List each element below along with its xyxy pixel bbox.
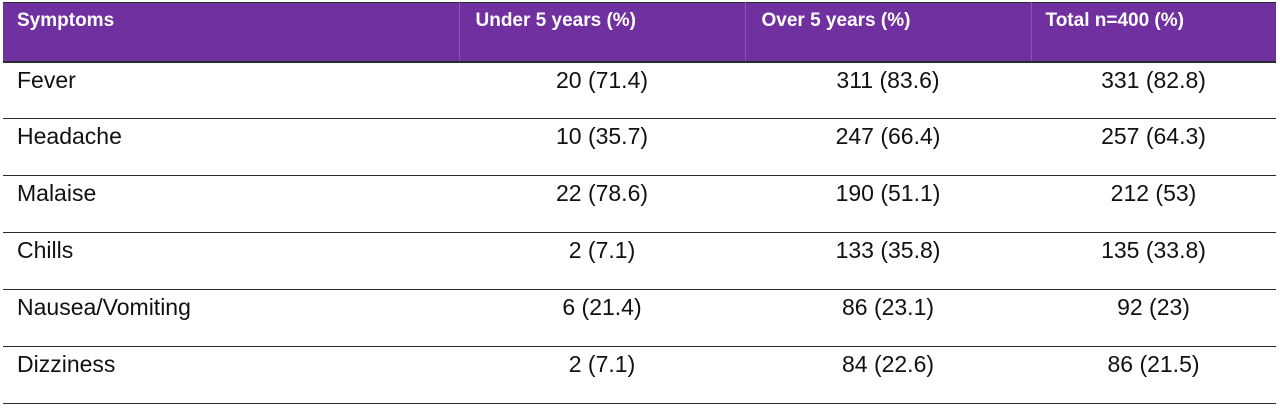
table-header-row: Symptoms Under 5 years (%) Over 5 years … [3,2,1276,63]
table-row: Headache 10 (35.7) 247 (66.4) 257 (64.3) [3,118,1276,176]
over-5-cell: 84 (22.6) [745,346,1031,404]
table-row: Chills 2 (7.1) 133 (35.8) 135 (33.8) [3,232,1276,290]
total-cell: 92 (23) [1031,289,1276,347]
table-row: Malaise 22 (78.6) 190 (51.1) 212 (53) [3,175,1276,233]
symptoms-table: Symptoms Under 5 years (%) Over 5 years … [3,2,1276,404]
symptom-cell: Fever [3,61,459,119]
under-5-cell: 2 (7.1) [459,232,745,290]
table-row: Nausea/Vomiting 6 (21.4) 86 (23.1) 92 (2… [3,289,1276,347]
symptom-cell: Chills [3,232,459,290]
over-5-cell: 190 (51.1) [745,175,1031,233]
total-cell: 212 (53) [1031,175,1276,233]
total-cell: 331 (82.8) [1031,61,1276,119]
total-cell: 86 (21.5) [1031,346,1276,404]
header-symptoms: Symptoms [3,2,460,63]
over-5-cell: 133 (35.8) [745,232,1031,290]
symptom-cell: Malaise [3,175,459,233]
under-5-cell: 6 (21.4) [459,289,745,347]
under-5-cell: 20 (71.4) [459,61,745,119]
over-5-cell: 311 (83.6) [745,61,1031,119]
symptom-cell: Dizziness [3,346,459,404]
total-cell: 257 (64.3) [1031,118,1276,176]
total-cell: 135 (33.8) [1031,232,1276,290]
symptom-cell: Nausea/Vomiting [3,289,459,347]
under-5-cell: 2 (7.1) [459,346,745,404]
symptom-cell: Headache [3,118,459,176]
under-5-cell: 10 (35.7) [459,118,745,176]
over-5-cell: 86 (23.1) [745,289,1031,347]
over-5-cell: 247 (66.4) [745,118,1031,176]
header-over-5-years: Over 5 years (%) [745,2,1032,63]
table-row: Fever 20 (71.4) 311 (83.6) 331 (82.8) [3,61,1276,119]
under-5-cell: 22 (78.6) [459,175,745,233]
table-row: Dizziness 2 (7.1) 84 (22.6) 86 (21.5) [3,346,1276,404]
header-under-5-years: Under 5 years (%) [459,2,746,63]
header-total: Total n=400 (%) [1031,2,1276,63]
